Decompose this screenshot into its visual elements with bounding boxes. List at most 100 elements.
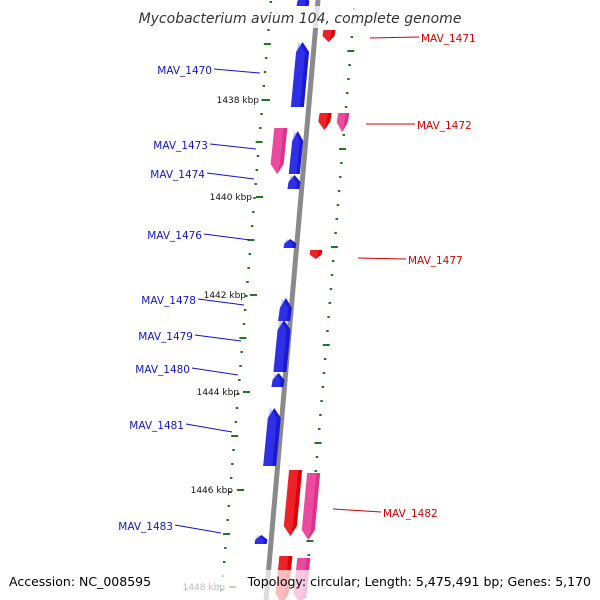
gene-label-mav-1473[interactable]: MAV_1473 xyxy=(153,140,208,152)
gene-label-mav-1471[interactable]: MAV_1471 xyxy=(421,33,476,45)
gene-label-mav-1472[interactable]: MAV_1472 xyxy=(417,120,472,132)
minor-tick xyxy=(350,36,354,38)
minor-tick xyxy=(222,561,226,563)
label-leader-line xyxy=(206,172,255,180)
cds-mav1474-shade xyxy=(287,175,297,189)
minor-tick xyxy=(239,365,242,367)
cds-mav1482-a[interactable] xyxy=(283,470,303,536)
kbp-tick-label: 1444 kbp xyxy=(197,388,240,398)
minor-tick xyxy=(253,197,256,199)
minor-tick xyxy=(262,85,266,87)
label-layer: MAV_1470 MAV_1471 MAV_1472 MAV_1473 MAV_1474… xyxy=(118,33,476,534)
minor-tick xyxy=(236,393,240,395)
cds-mav1471-body[interactable] xyxy=(322,30,336,42)
minor-tick xyxy=(326,330,329,332)
feat-mav1473-body[interactable] xyxy=(270,128,288,174)
cds-mav1471-shade xyxy=(322,30,332,42)
cds-mav1473[interactable] xyxy=(288,131,304,174)
minor-tick xyxy=(229,477,233,479)
minor-tick xyxy=(239,337,247,339)
cds-mav1483-shade xyxy=(254,535,264,544)
minor-tick xyxy=(255,169,259,171)
cds-mav1477-body[interactable] xyxy=(309,250,323,259)
cds-mav1480[interactable] xyxy=(271,373,285,387)
minor-tick xyxy=(254,183,257,185)
cds-mav1472-a-body[interactable] xyxy=(318,113,332,130)
gene-label-mav-1481[interactable]: MAV_1481 xyxy=(129,420,184,432)
feature-layer[interactable] xyxy=(254,0,350,600)
minor-tick xyxy=(342,134,346,136)
summary-text: Topology: circular; Length: 5,475,491 bp… xyxy=(247,574,591,589)
gene-label-mav-1476[interactable]: MAV_1476 xyxy=(147,230,202,242)
cds-mav1478-body[interactable] xyxy=(278,298,292,321)
gene-label-mav-1470[interactable]: MAV_1470 xyxy=(157,65,212,77)
cds-mav1482-a-shade xyxy=(283,470,299,536)
feat-mav1473-shade xyxy=(270,128,284,174)
label-leader-line xyxy=(194,334,242,342)
gene-label-mav-1483[interactable]: MAV_1483 xyxy=(118,521,173,533)
cds-mav1473-shade xyxy=(288,131,300,174)
minor-tick xyxy=(319,414,322,416)
minor-tick xyxy=(321,386,325,388)
cds-mav1481-shade xyxy=(263,408,277,466)
gene-label-mav-1479[interactable]: MAV_1479 xyxy=(138,331,193,343)
minor-tick xyxy=(314,442,322,444)
minor-tick xyxy=(322,372,326,374)
major-tick xyxy=(256,196,263,198)
cds-mav1480-body[interactable] xyxy=(271,373,285,387)
minor-tick xyxy=(306,540,314,542)
cds-mav1472-b-body[interactable] xyxy=(336,113,350,132)
gene-label-mav-1477[interactable]: MAV_1477 xyxy=(408,255,463,267)
minor-tick xyxy=(339,148,347,150)
gene-label-mav-1478[interactable]: MAV_1478 xyxy=(141,295,196,307)
cds-mav1477[interactable] xyxy=(309,250,323,259)
cds-mav1481[interactable] xyxy=(263,408,281,466)
label-leader-line xyxy=(332,508,382,513)
cds-mav1479[interactable] xyxy=(273,320,291,372)
minor-tick xyxy=(250,225,254,227)
minor-tick xyxy=(227,505,231,507)
cds-mav1473-body[interactable] xyxy=(288,131,304,174)
cds-top-blue-body[interactable] xyxy=(296,0,310,6)
cds-mav1474-body[interactable] xyxy=(287,175,301,189)
minor-tick xyxy=(259,127,262,129)
minor-tick xyxy=(238,379,241,381)
cds-mav1470-shade xyxy=(290,42,306,107)
cds-mav1470-body[interactable] xyxy=(290,42,310,107)
major-tick xyxy=(263,99,270,101)
cds-mav1482-b[interactable] xyxy=(301,473,321,540)
gene-label-mav-1480[interactable]: MAV_1480 xyxy=(135,364,190,376)
cds-mav1483[interactable] xyxy=(254,535,268,544)
minor-tick xyxy=(231,463,234,465)
cds-mav1479-body[interactable] xyxy=(273,320,291,372)
minor-tick xyxy=(344,106,348,108)
label-leader-line xyxy=(191,367,239,376)
cds-mav1474[interactable] xyxy=(287,175,301,189)
major-tick xyxy=(237,489,244,491)
label-leader-line xyxy=(174,524,222,534)
cds-mav1483-body[interactable] xyxy=(254,535,268,544)
cds-mav1481-body[interactable] xyxy=(263,408,281,466)
cds-mav1471[interactable] xyxy=(322,30,336,42)
cds-mav1476-body[interactable] xyxy=(283,239,297,248)
cds-mav1478[interactable] xyxy=(278,298,292,321)
minor-tick xyxy=(332,260,335,262)
cds-mav1476[interactable] xyxy=(283,239,297,248)
minor-tick xyxy=(234,421,238,423)
minor-tick xyxy=(346,92,349,94)
minor-tick xyxy=(315,456,319,458)
cds-top-blue[interactable] xyxy=(296,0,310,6)
minor-tick xyxy=(269,1,273,3)
cds-mav1482-b-body[interactable] xyxy=(301,473,321,540)
cds-mav1482-a-body[interactable] xyxy=(283,470,303,536)
cds-mav1470[interactable] xyxy=(290,42,310,107)
gene-label-mav-1482[interactable]: MAV_1482 xyxy=(383,508,438,520)
major-tick xyxy=(250,294,257,296)
cds-mav1472-a[interactable] xyxy=(318,113,332,130)
cds-mav1472-b[interactable] xyxy=(336,113,350,132)
gene-label-mav-1474[interactable]: MAV_1474 xyxy=(150,169,205,181)
minor-tick xyxy=(336,204,340,206)
label-leader-line xyxy=(213,68,261,74)
feat-mav1473[interactable] xyxy=(270,128,288,174)
